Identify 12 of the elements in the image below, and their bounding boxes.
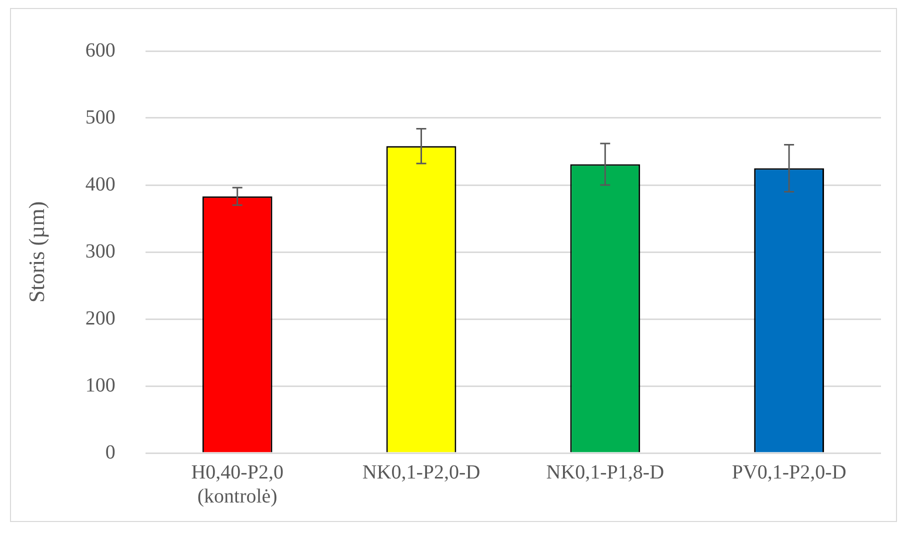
y-tick-label: 100	[85, 374, 116, 396]
y-tick-label: 0	[105, 441, 116, 464]
y-axis-title: Storis (µm)	[24, 201, 49, 303]
x-tick-label: NK0,1-P1,8-D	[546, 461, 664, 484]
x-tick-label: PV0,1-P2,0-D	[732, 461, 846, 484]
y-tick-label: 200	[85, 307, 116, 330]
y-tick-label: 500	[85, 106, 116, 128]
y-tick-label: 400	[85, 173, 116, 196]
y-tick-label: 300	[85, 240, 116, 262]
x-tick-label: NK0,1-P2,0-D	[362, 461, 480, 484]
x-tick-label: H0,40-P2,0 (kontrolė)	[191, 461, 284, 508]
y-tick-label: 600	[85, 39, 116, 62]
